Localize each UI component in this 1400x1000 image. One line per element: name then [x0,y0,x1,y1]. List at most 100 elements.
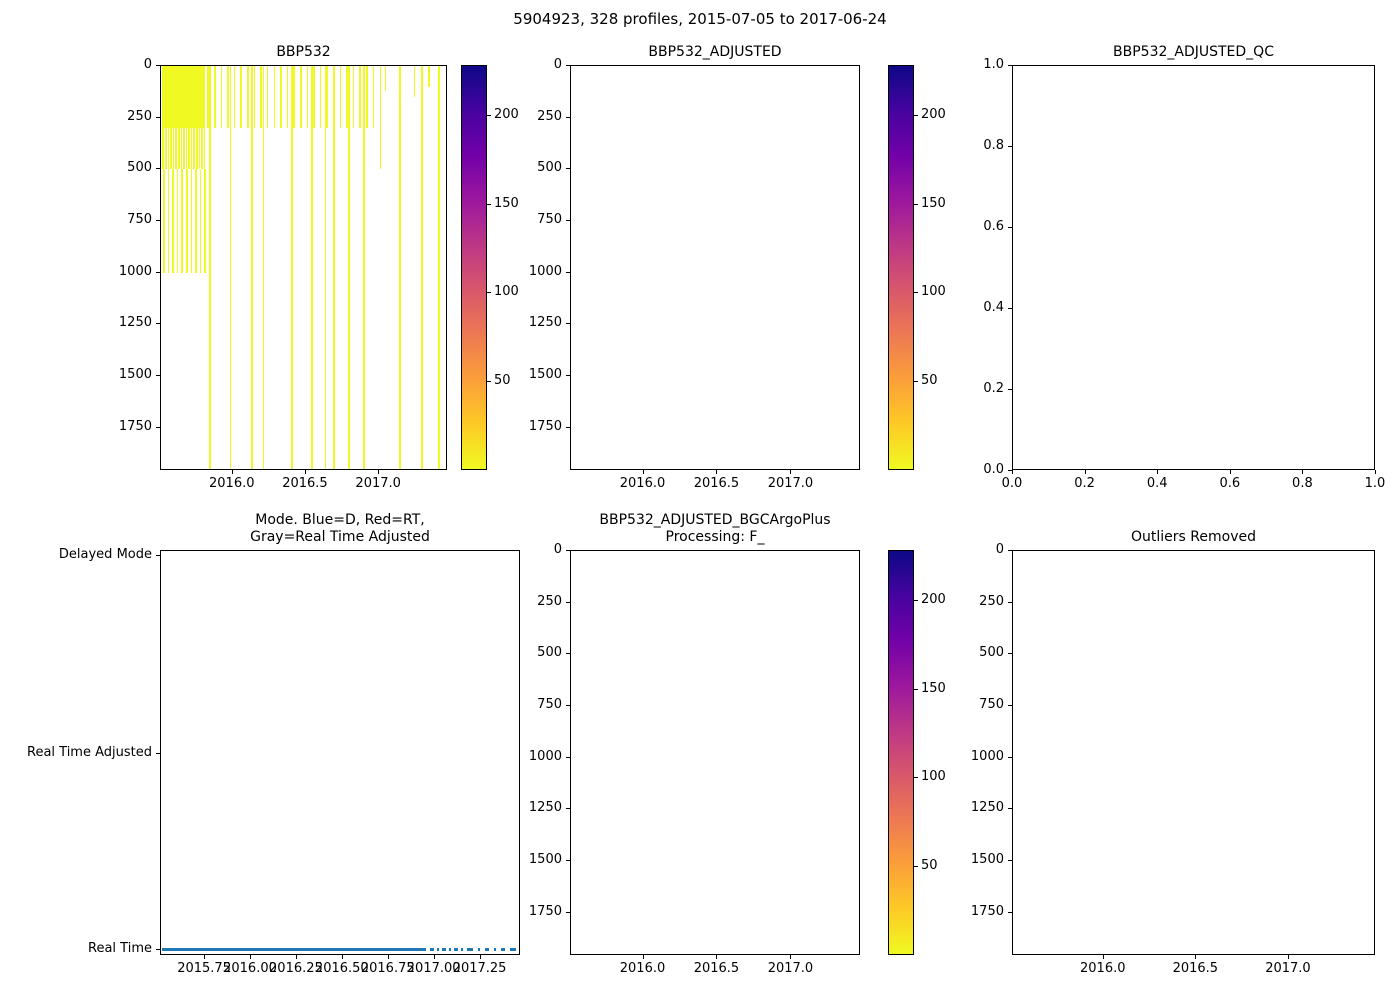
mode-line-segment [441,948,447,952]
x-tick-label: 0.4 [1146,476,1168,491]
x-tick-mark [231,470,233,474]
y-tick-label: 0.0 [983,462,1004,477]
y-tick-label: 1000 [118,263,152,279]
y-tick-label: 1250 [528,315,562,331]
colorbar-tick-mark [914,688,918,690]
heatmap-stripe [324,66,327,469]
heatmap-stripe [193,127,196,170]
heatmap-stripe [251,66,253,469]
y-tick-label: 1750 [528,418,562,434]
colorbar-bbp532_adjusted_bgcargoplus [888,550,914,955]
y-tick-label: 250 [537,108,562,124]
plot-title-bbp532-adjusted-bgcargoplus: BBP532_ADJUSTED_BGCArgoPlus Processing: … [599,512,831,545]
y-tick-label: 750 [537,696,562,712]
heatmap-stripe [165,127,167,170]
heatmap-stripe [180,127,183,170]
mode-line-segment [449,948,452,952]
heatmap-stripe [183,127,185,170]
colorbar-tick-label: 100 [921,284,946,300]
heatmap-stripe [384,66,387,91]
colorbar-tick-label: 200 [494,106,519,122]
x-tick-mark [250,955,251,959]
y-tick-label: 0.2 [983,381,1004,396]
mode-line-segment [485,948,490,952]
heatmap-stripe [172,127,175,170]
y-tick-label: 0.6 [983,219,1004,234]
y-tick-mark [566,323,570,325]
heatmap-stripe [190,169,193,273]
x-tick-mark [1375,470,1376,474]
y-tick-label: 1500 [528,851,562,867]
colorbar-tick-mark [914,203,918,205]
heatmap-stripe [196,127,198,170]
x-tick-mark [378,470,380,474]
x-tick-label: 1.0 [1364,476,1386,491]
y-tick-label: 1500 [118,366,152,382]
heatmap-stripe [170,127,172,170]
y-tick-mark [156,168,160,170]
x-tick-label: 2016.0 [619,961,666,976]
y-tick-mark [156,271,160,273]
heatmap-stripe [352,66,355,128]
plot-title-outliers-removed: Outliers Removed [1131,529,1256,545]
y-tick-mark [566,168,570,170]
y-tick-label: 1000 [970,748,1004,764]
mode-line-segment [461,948,464,952]
x-tick-mark [790,470,792,474]
heatmap-stripe [291,66,293,469]
x-tick-label: 2016.00 [223,961,277,976]
mode-line-segment [477,948,481,952]
heatmap-stripe [172,169,174,273]
x-tick-mark [790,955,792,959]
plot-area-bbp532_adjusted [570,65,860,470]
plot-area-outliers_removed [1012,550,1375,955]
heatmap-stripe [359,66,361,128]
y-tick-label: 0 [143,57,152,72]
x-tick-mark [716,470,718,474]
y-tick-mark [156,374,160,376]
plot-title-bbp532-adjusted-qc: BBP532_ADJUSTED_QC [1113,44,1274,60]
y-tick-mark [1008,756,1012,758]
colorbar-tick-mark [487,114,491,116]
plot-area-mode [160,550,520,955]
colorbar-tick-label: 150 [494,195,519,211]
heatmap-stripe [204,169,206,273]
heatmap-stripe [311,66,313,469]
heatmap-stripe [273,66,276,128]
y-tick-mark [566,219,570,221]
x-tick-mark [1102,955,1104,959]
y-tick-mark [156,554,160,556]
y-tick-label: 500 [537,645,562,661]
colorbar-tick-mark [914,777,918,779]
x-tick-mark [295,955,297,959]
x-tick-mark [716,955,718,959]
y-tick-label: 0 [553,57,562,72]
colorbar-tick-mark [914,114,918,116]
heatmap-stripe [260,66,262,128]
y-tick-mark [156,65,160,66]
y-tick-label: Real Time Adjusted [27,744,152,760]
y-tick-mark [156,948,160,950]
y-tick-mark [1008,146,1012,147]
x-tick-label: 0.0 [1001,476,1023,491]
heatmap-stripe [253,66,256,128]
y-tick-mark [1008,653,1012,655]
heatmap-stripe [299,66,302,128]
heatmap-stripe [181,169,183,273]
colorbar-tick-label: 200 [921,591,946,607]
colorbar-tick-label: 50 [921,858,938,874]
y-tick-label: 1.0 [983,57,1004,72]
y-tick-label: 0 [553,542,562,557]
x-tick-label: 2016.5 [1172,961,1219,976]
y-tick-mark [1008,65,1012,66]
x-tick-mark [1157,470,1159,474]
heatmap-stripe [176,169,179,273]
x-tick-label: 2017.00 [406,961,461,976]
x-tick-mark [1084,470,1086,474]
colorbar-tick-label: 200 [921,106,946,122]
y-tick-label: 1250 [118,315,152,331]
x-tick-label: 2016.0 [209,476,255,491]
heatmap-block [162,66,206,128]
heatmap-stripe [326,66,328,128]
colorbar-tick-label: 100 [921,769,946,785]
